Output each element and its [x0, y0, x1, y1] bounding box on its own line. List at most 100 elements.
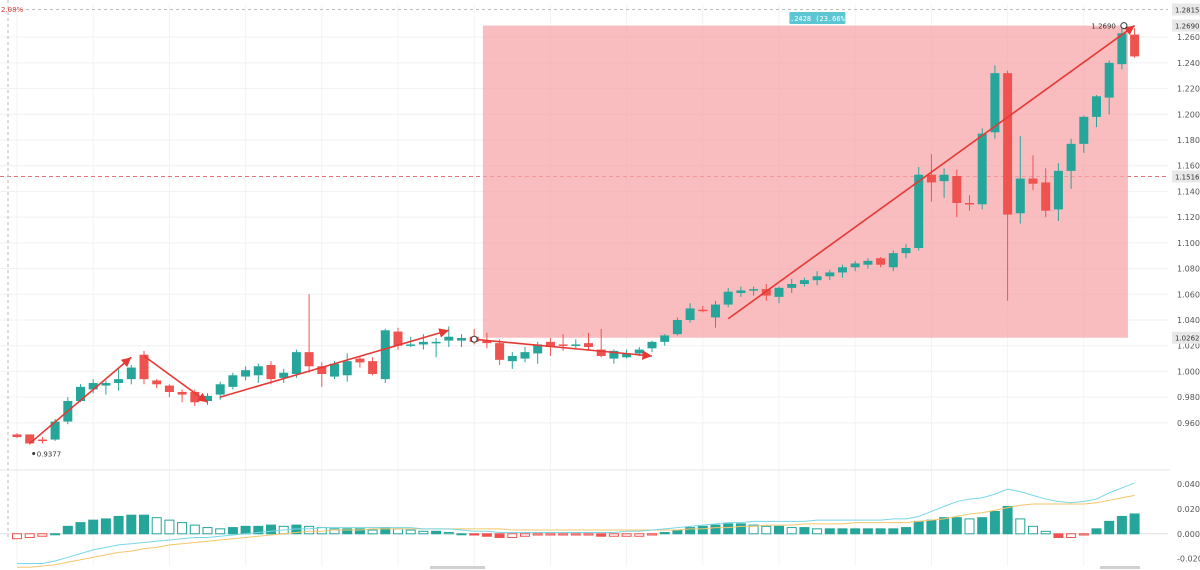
- candle-body[interactable]: [330, 363, 339, 377]
- candle-body[interactable]: [838, 267, 847, 273]
- candle-body[interactable]: [685, 308, 695, 320]
- candle-body[interactable]: [545, 341, 555, 347]
- candle-body[interactable]: [482, 340, 492, 344]
- candle-body[interactable]: [279, 372, 289, 378]
- candle-body[interactable]: [520, 352, 530, 359]
- candle-body[interactable]: [50, 421, 60, 440]
- candle-body[interactable]: [406, 344, 416, 346]
- candle-body[interactable]: [88, 383, 98, 390]
- candle-body[interactable]: [787, 284, 797, 288]
- candle-body[interactable]: [101, 383, 111, 386]
- candle-body[interactable]: [380, 330, 390, 380]
- candle-body[interactable]: [926, 174, 936, 183]
- candle-body[interactable]: [1079, 116, 1089, 144]
- trend-line[interactable]: [474, 338, 653, 360]
- candle-body[interactable]: [888, 253, 898, 268]
- candle-body[interactable]: [457, 338, 466, 341]
- candle-body[interactable]: [241, 370, 251, 377]
- candle-body[interactable]: [12, 434, 22, 437]
- candle-body[interactable]: [634, 349, 644, 354]
- candle-body[interactable]: [291, 352, 301, 374]
- candles-layer[interactable]: [12, 25, 1140, 445]
- candle-body[interactable]: [736, 290, 746, 293]
- trend-lines-layer[interactable]: [29, 24, 1136, 445]
- candle-body[interactable]: [825, 272, 835, 277]
- scroll-handle-right[interactable]: [1100, 566, 1140, 569]
- scroll-handle-left[interactable]: [430, 566, 485, 569]
- trend-line[interactable]: [29, 356, 132, 445]
- candle-body[interactable]: [304, 352, 314, 367]
- candle-body[interactable]: [774, 287, 784, 297]
- candle-body[interactable]: [939, 174, 949, 182]
- candle-body[interactable]: [660, 335, 670, 342]
- candle-body[interactable]: [126, 367, 136, 380]
- candle-body[interactable]: [749, 289, 759, 291]
- candle-body[interactable]: [37, 439, 47, 442]
- candle-body[interactable]: [1015, 178, 1025, 214]
- candle-body[interactable]: [1053, 170, 1063, 210]
- candle-body[interactable]: [812, 276, 822, 281]
- candle-body[interactable]: [25, 434, 35, 444]
- candle-body[interactable]: [342, 361, 352, 376]
- candle-body[interactable]: [698, 309, 708, 312]
- candle-body[interactable]: [647, 341, 657, 349]
- price-axis[interactable]: 1.2600 1.2400 1.2200 1.2000 1.1800 1.1600 1.14…: [1170, 0, 1200, 570]
- candle-body[interactable]: [317, 366, 327, 374]
- candle-body[interactable]: [190, 392, 200, 403]
- candle-body[interactable]: [990, 73, 1000, 133]
- candle-body[interactable]: [393, 331, 403, 346]
- candle-body[interactable]: [228, 375, 238, 387]
- candle-body[interactable]: [914, 174, 924, 248]
- candle-body[interactable]: [114, 379, 124, 383]
- indicator-bar: [126, 514, 137, 535]
- candle-body[interactable]: [876, 258, 886, 265]
- candle-body[interactable]: [215, 384, 225, 395]
- candle-body[interactable]: [977, 133, 987, 205]
- candle-body[interactable]: [1066, 143, 1076, 171]
- candle-body[interactable]: [799, 280, 809, 284]
- candle-body[interactable]: [863, 260, 873, 265]
- candle-body[interactable]: [1130, 34, 1140, 57]
- candle-body[interactable]: [901, 248, 911, 254]
- trend-line[interactable]: [727, 24, 1136, 320]
- candle-body[interactable]: [355, 358, 365, 363]
- candle-body[interactable]: [761, 289, 771, 296]
- candle-body[interactable]: [850, 263, 860, 268]
- candle-body[interactable]: [203, 395, 212, 401]
- candle-body[interactable]: [1117, 33, 1127, 65]
- candle-body[interactable]: [952, 176, 962, 203]
- trend-line[interactable]: [143, 355, 208, 403]
- candle-body[interactable]: [1028, 178, 1038, 184]
- candle-body[interactable]: [495, 343, 505, 360]
- candle-body[interactable]: [444, 336, 454, 341]
- candle-body[interactable]: [672, 320, 682, 335]
- candle-body[interactable]: [507, 356, 517, 362]
- candle-body[interactable]: [711, 304, 720, 318]
- candle-body[interactable]: [253, 366, 263, 376]
- candle-body[interactable]: [596, 349, 606, 356]
- candle-body[interactable]: [609, 350, 619, 359]
- trend-line[interactable]: [219, 328, 450, 398]
- candle-body[interactable]: [1003, 73, 1013, 215]
- candle-body[interactable]: [558, 344, 568, 346]
- candle-body[interactable]: [1041, 182, 1051, 211]
- candle-body[interactable]: [164, 385, 174, 392]
- candle-body[interactable]: [1104, 62, 1114, 98]
- candle-body[interactable]: [431, 341, 441, 344]
- candle-body[interactable]: [723, 291, 733, 305]
- candle-body[interactable]: [622, 353, 632, 358]
- candle-body[interactable]: [965, 203, 974, 205]
- candle-body[interactable]: [533, 344, 543, 354]
- candle-body[interactable]: [76, 386, 85, 401]
- candle-body[interactable]: [152, 380, 162, 385]
- candle-body[interactable]: [139, 354, 149, 380]
- candle-body[interactable]: [368, 361, 378, 374]
- candle-body[interactable]: [584, 343, 593, 347]
- candle-body[interactable]: [1092, 96, 1101, 117]
- candle-body[interactable]: [177, 392, 187, 395]
- indicator-bar: [354, 528, 365, 535]
- candle-body[interactable]: [266, 365, 276, 380]
- candle-body[interactable]: [418, 341, 428, 345]
- candle-body[interactable]: [571, 344, 581, 346]
